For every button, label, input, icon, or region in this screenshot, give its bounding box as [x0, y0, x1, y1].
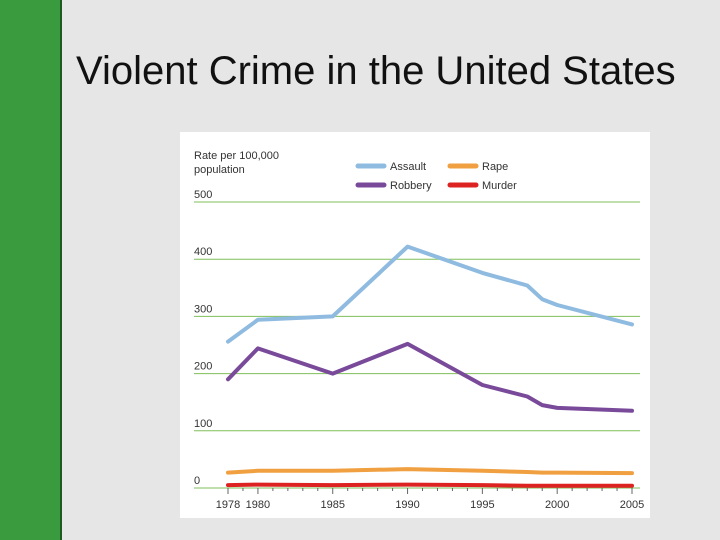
slide-accent-bar — [0, 0, 62, 540]
legend-label-murder: Murder — [482, 180, 517, 192]
x-tick-label: 1978 — [216, 499, 240, 511]
x-tick-label: 1995 — [470, 499, 494, 511]
y-tick-label: 100 — [194, 418, 212, 430]
crime-rate-line-chart: Rate per 100,000 population 500 400 300 200 10… — [194, 150, 644, 511]
y-axis-title-line2: population — [194, 164, 245, 176]
x-tick-label: 2005 — [620, 499, 644, 511]
x-tick-label: 1985 — [320, 499, 344, 511]
y-tick-label: 500 — [194, 189, 212, 201]
x-tick-label: 2000 — [545, 499, 569, 511]
chart-panel: Rate per 100,000 population 500 400 300 200 10… — [180, 132, 650, 518]
y-axis-title-line1: Rate per 100,000 — [194, 150, 279, 162]
y-tick-label: 0 — [194, 475, 200, 487]
y-tick-label: 400 — [194, 246, 212, 258]
y-tick-label: 300 — [194, 303, 212, 315]
legend-label-assault: Assault — [390, 161, 426, 173]
legend-label-robbery: Robbery — [390, 180, 432, 192]
slide-title: Violent Crime in the United States — [76, 48, 676, 93]
series-line-rape — [226, 467, 634, 476]
series-line-murder — [226, 482, 634, 488]
x-tick-label: 1990 — [395, 499, 419, 511]
y-tick-label: 200 — [194, 361, 212, 373]
x-tick-label: 1980 — [246, 499, 270, 511]
series-line-robbery — [226, 341, 634, 413]
legend-label-rape: Rape — [482, 161, 508, 173]
series-line-assault — [226, 244, 634, 344]
